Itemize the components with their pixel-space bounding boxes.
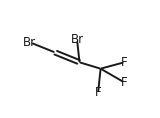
Text: F: F xyxy=(95,86,101,99)
Text: F: F xyxy=(121,76,128,89)
Text: F: F xyxy=(121,56,128,69)
Text: Br: Br xyxy=(23,36,36,49)
Text: Br: Br xyxy=(70,33,84,46)
